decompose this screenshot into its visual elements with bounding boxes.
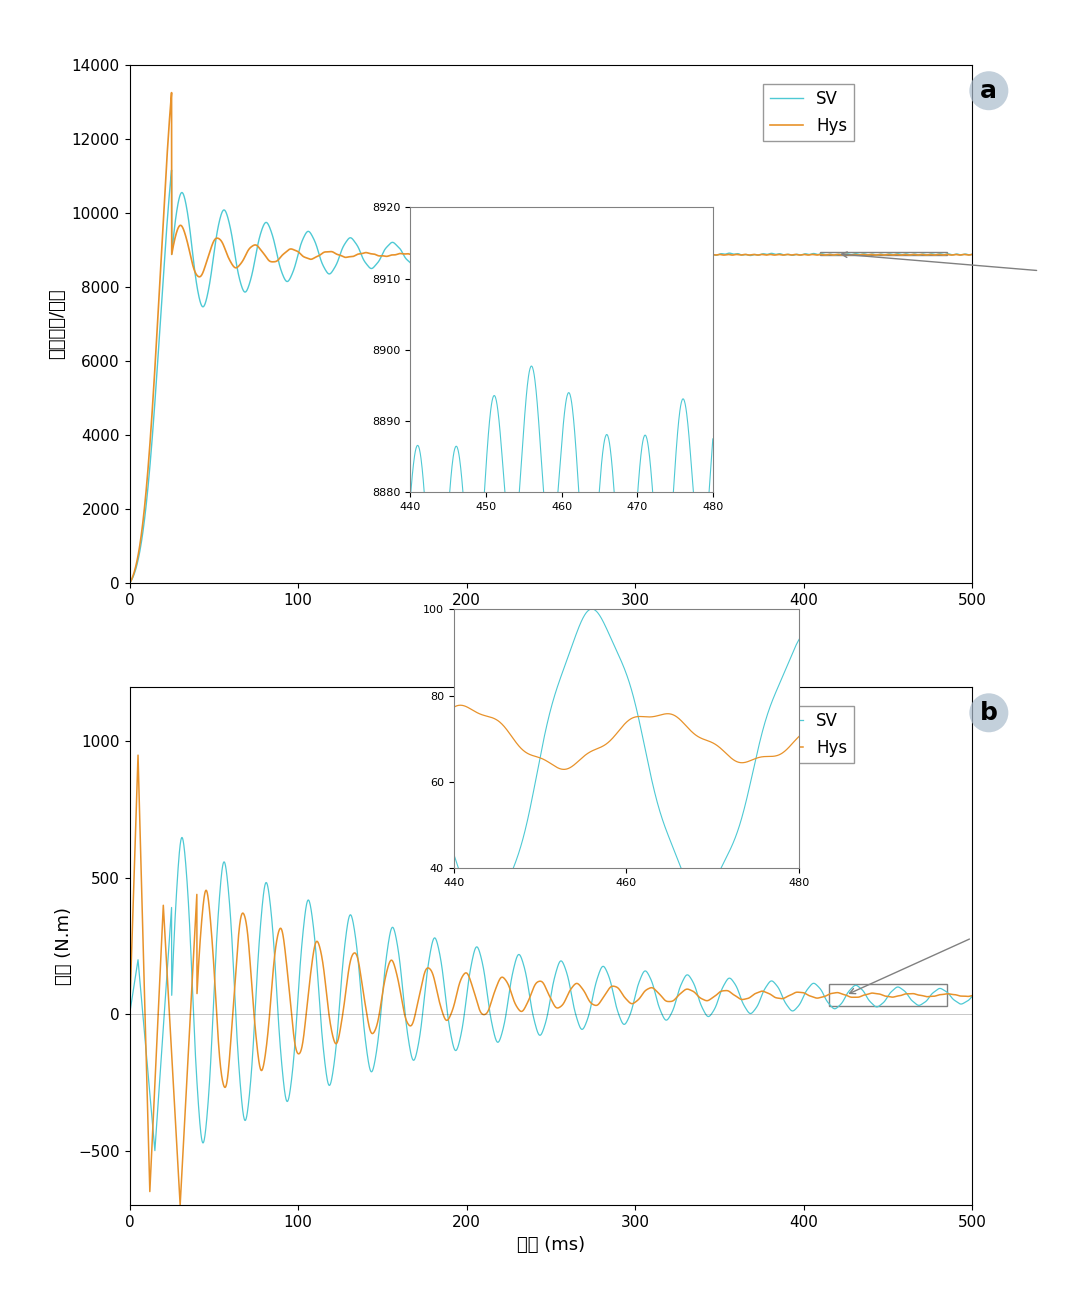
Hys	[672, 989, 685, 1004]
SV	[629, 988, 642, 1003]
Line: SV: SV	[130, 170, 972, 583]
SV	[672, 986, 685, 1002]
Hys	[629, 246, 642, 262]
Hys	[752, 248, 765, 263]
Hys	[752, 985, 765, 1001]
Hys	[445, 248, 458, 263]
Y-axis label: 速度（度/秒）: 速度（度/秒）	[49, 289, 66, 359]
Y-axis label: 扭矩 (N.m): 扭矩 (N.m)	[55, 907, 72, 985]
Hys	[816, 989, 829, 1004]
Line: SV: SV	[130, 837, 972, 1151]
SV	[176, 829, 189, 845]
SV	[671, 246, 684, 262]
SV	[123, 575, 136, 591]
Hys	[174, 1198, 187, 1213]
Hys	[132, 748, 145, 763]
SV	[815, 246, 828, 262]
Hys	[123, 1007, 136, 1023]
Legend: SV, Hys: SV, Hys	[764, 705, 854, 763]
Line: Hys: Hys	[130, 756, 972, 1205]
Hys	[276, 248, 289, 263]
X-axis label: 时间 (ms): 时间 (ms)	[516, 613, 585, 631]
SV	[629, 246, 642, 262]
Bar	[821, 253, 947, 255]
Bar	[828, 984, 947, 1006]
X-axis label: 时间 (ms): 时间 (ms)	[516, 1235, 585, 1253]
Hys	[671, 246, 684, 262]
SV	[966, 989, 978, 1004]
SV	[148, 1143, 161, 1159]
Hys	[276, 927, 289, 942]
Legend: SV, Hys: SV, Hys	[764, 83, 854, 141]
Hys	[165, 84, 178, 100]
Text: a: a	[981, 79, 997, 102]
SV	[165, 162, 178, 178]
Hys	[445, 1004, 458, 1020]
Hys	[966, 988, 978, 1003]
SV	[816, 985, 829, 1001]
SV	[445, 1032, 458, 1047]
SV	[276, 1069, 289, 1085]
SV	[966, 246, 978, 262]
SV	[752, 248, 765, 263]
Hys	[815, 246, 828, 262]
SV	[752, 995, 765, 1011]
SV	[445, 251, 458, 267]
Hys	[966, 246, 978, 262]
Hys	[123, 575, 136, 591]
Line: Hys: Hys	[130, 92, 972, 583]
Hys	[629, 994, 642, 1010]
Text: b: b	[980, 701, 998, 724]
SV	[276, 267, 289, 283]
SV	[123, 1007, 136, 1023]
